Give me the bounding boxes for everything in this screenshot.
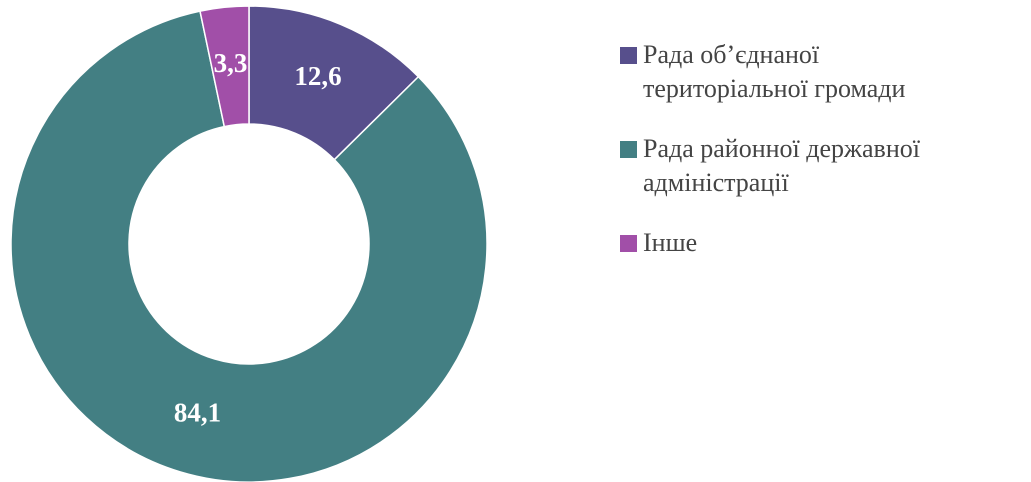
legend-item: Рада районної державної адміністрації <box>620 132 1020 200</box>
slice <box>199 5 250 128</box>
legend-swatch <box>620 47 637 64</box>
legend-label: Рада об’єднаної територіальної громади <box>643 40 906 103</box>
legend-swatch <box>620 235 637 252</box>
legend-item: Інше <box>620 226 1020 260</box>
legend-label: Інше <box>643 228 698 257</box>
legend-label: Рада районної державної адміністрації <box>643 134 920 197</box>
legend-item: Рада об’єднаної територіальної громади <box>620 38 1020 106</box>
slice <box>10 10 488 482</box>
value-label: 12,6 <box>294 61 341 91</box>
value-label: 3,3 <box>214 48 248 78</box>
value-label: 84,1 <box>174 398 221 428</box>
legend-swatch <box>620 141 637 158</box>
chart: 12,6 84,1 3,3 <box>10 5 488 482</box>
legend: Рада об’єднаної територіальної громади Ра… <box>620 38 1020 286</box>
